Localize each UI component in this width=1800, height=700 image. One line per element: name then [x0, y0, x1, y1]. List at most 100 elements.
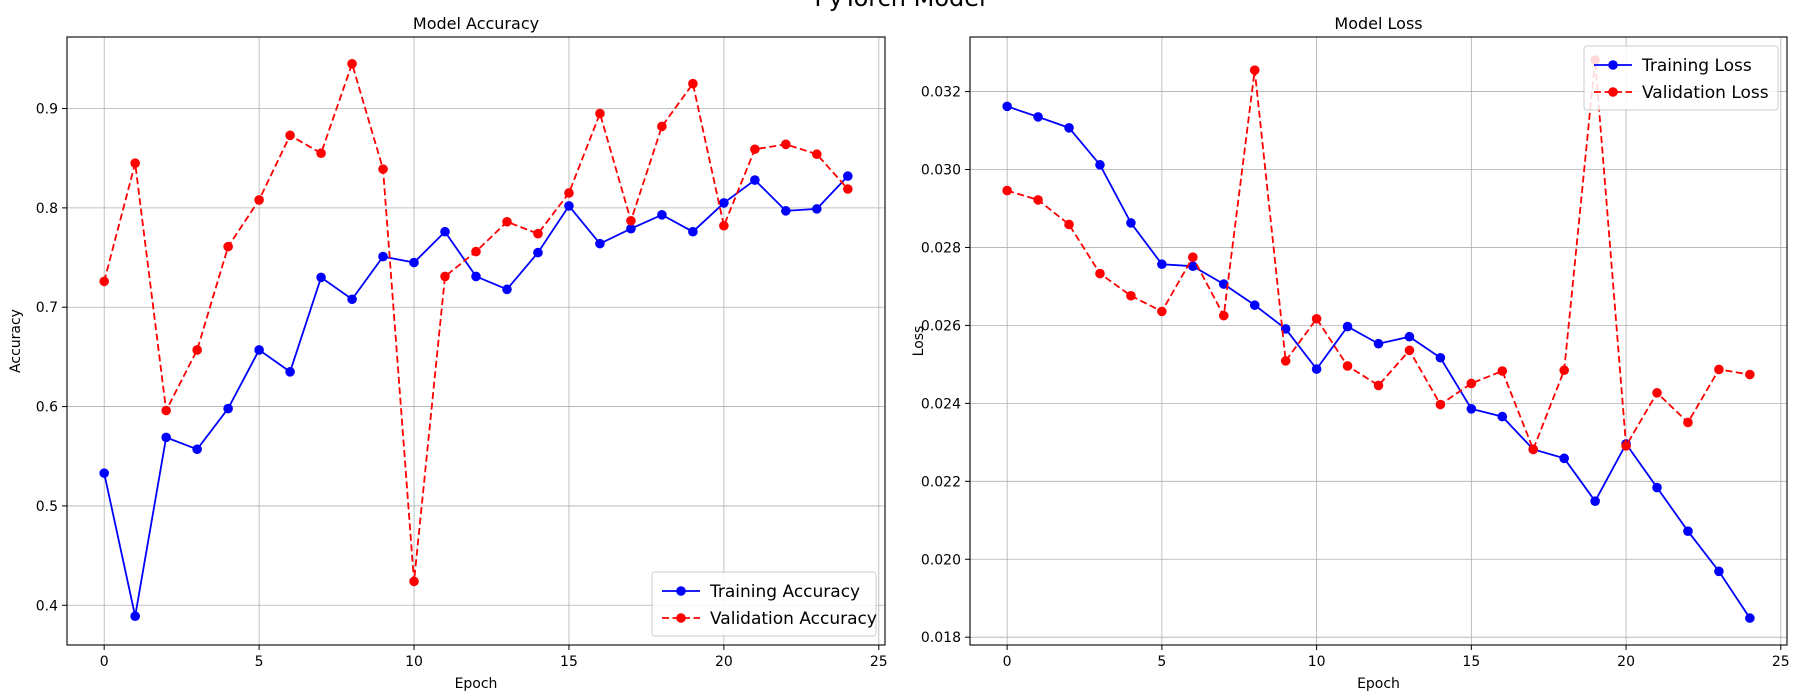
accuracy-legend-box — [651, 571, 877, 637]
loss-x-tick-label: 5 — [1157, 654, 1166, 670]
loss-legend: Training Loss Validation Loss — [1583, 45, 1779, 111]
loss-validation-data-point — [1064, 219, 1074, 230]
loss-x-tick-label: 0 — [1003, 654, 1012, 670]
loss-legend-box — [1583, 45, 1779, 111]
loss-training-legend-label: Training Loss — [1641, 56, 1752, 76]
accuracy-validation-data-point — [440, 271, 450, 282]
accuracy-validation-data-point — [130, 158, 140, 168]
accuracy-training-data-point — [347, 294, 357, 305]
loss-training-data-point — [1652, 482, 1662, 493]
loss-validation-data-point — [1559, 365, 1569, 376]
accuracy-validation-data-point — [161, 405, 171, 416]
loss-validation-legend-marker — [1608, 87, 1618, 97]
accuracy-training-data-point — [843, 171, 853, 181]
loss-y-tick-label: 0.018 — [921, 630, 961, 646]
accuracy-validation-data-point — [595, 108, 605, 119]
accuracy-x-tick-label: 20 — [715, 654, 733, 670]
loss-training-data-point — [1435, 352, 1446, 363]
accuracy-validation-data-point — [719, 220, 729, 231]
loss-validation-data-point — [1342, 361, 1353, 371]
loss-x-axis-label: Epoch — [1357, 676, 1400, 692]
accuracy-validation-data-point — [378, 164, 388, 174]
loss-y-tick-label: 0.032 — [921, 85, 961, 101]
accuracy-y-tick-label: 0.8 — [36, 201, 58, 217]
accuracy-training-data-point — [440, 226, 450, 237]
accuracy-training-data-point — [316, 272, 326, 283]
loss-validation-data-point — [1683, 417, 1693, 428]
accuracy-validation-data-point — [285, 130, 295, 141]
accuracy-chart-panel: 0 5 10 15 20 25 0.4 0.5 0.6 0.7 0.8 0.9 Model Accura… — [8, 14, 888, 692]
loss-training-data-point — [1002, 101, 1012, 112]
loss-training-data-point — [1466, 404, 1477, 414]
accuracy-y-tick-label: 0.9 — [36, 102, 58, 118]
loss-training-data-point — [1033, 112, 1043, 122]
loss-validation-data-point — [1404, 345, 1415, 356]
loss-validation-data-point — [1095, 268, 1105, 279]
loss-training-data-point — [1404, 331, 1415, 342]
accuracy-validation-data-point — [812, 149, 822, 160]
loss-training-data-point — [1218, 279, 1229, 289]
loss-training-legend-marker — [1608, 60, 1618, 70]
loss-validation-data-point — [1218, 310, 1229, 321]
loss-validation-data-point — [1621, 441, 1631, 451]
loss-training-data-point — [1064, 123, 1074, 133]
loss-training-data-point — [1559, 453, 1569, 464]
loss-x-tick-label: 10 — [1308, 654, 1326, 670]
loss-x-tick-label: 25 — [1772, 654, 1790, 670]
accuracy-x-tick-label: 5 — [255, 654, 264, 670]
accuracy-validation-data-point — [688, 78, 698, 89]
accuracy-training-data-point — [812, 204, 822, 214]
accuracy-legend: Training Accuracy Validation Accuracy — [651, 571, 877, 637]
loss-validation-legend-label: Validation Loss — [1642, 83, 1769, 103]
accuracy-validation-data-point — [843, 184, 853, 194]
accuracy-validation-data-point — [316, 148, 326, 159]
accuracy-training-data-point — [719, 198, 729, 208]
accuracy-validation-data-point — [781, 139, 791, 150]
accuracy-training-legend-marker — [676, 586, 686, 596]
loss-validation-data-point — [1745, 369, 1755, 380]
loss-axes-frame — [969, 36, 1788, 646]
accuracy-validation-legend-marker — [676, 613, 686, 623]
loss-validation-data-point — [1652, 388, 1662, 398]
loss-x-tick-label: 20 — [1617, 654, 1635, 670]
loss-validation-data-point — [1188, 252, 1198, 263]
loss-training-data-point — [1745, 613, 1755, 623]
loss-training-data-point — [1095, 160, 1105, 170]
loss-y-tick-label: 0.020 — [921, 552, 961, 568]
accuracy-training-data-point — [626, 223, 636, 234]
loss-training-data-point — [1157, 259, 1167, 270]
accuracy-training-data-point — [564, 201, 574, 211]
accuracy-y-tick-label: 0.4 — [36, 598, 58, 614]
accuracy-training-data-point — [657, 210, 667, 220]
loss-training-data-point — [1342, 321, 1353, 332]
loss-chart-title: Model Loss — [1334, 14, 1422, 33]
accuracy-training-data-point — [688, 226, 698, 237]
accuracy-training-data-point — [99, 468, 109, 478]
loss-training-data-point — [1497, 411, 1508, 422]
accuracy-x-tick-label: 25 — [870, 654, 888, 670]
accuracy-training-data-point — [595, 238, 605, 249]
accuracy-validation-data-point — [471, 246, 481, 257]
accuracy-y-tick-label: 0.6 — [36, 400, 58, 416]
accuracy-training-data-point — [750, 175, 760, 185]
loss-validation-data-point — [1466, 378, 1477, 389]
accuracy-training-data-point — [161, 432, 171, 443]
accuracy-training-data-point — [533, 247, 543, 258]
accuracy-validation-data-point — [750, 144, 760, 155]
loss-training-data-point — [1126, 218, 1136, 228]
accuracy-validation-data-point — [657, 121, 667, 132]
accuracy-validation-data-point — [99, 276, 109, 287]
loss-y-tick-label: 0.030 — [921, 163, 961, 179]
loss-validation-data-point — [1528, 444, 1539, 455]
loss-training-data-point — [1311, 364, 1322, 374]
accuracy-x-tick-label: 10 — [405, 654, 423, 670]
loss-training-data-point — [1590, 496, 1600, 506]
loss-training-data-point — [1249, 300, 1260, 310]
accuracy-grid — [67, 37, 885, 645]
loss-validation-data-point — [1249, 65, 1260, 75]
accuracy-training-data-point — [192, 444, 202, 455]
accuracy-axes-frame — [66, 36, 886, 646]
loss-y-tick-label: 0.024 — [921, 396, 961, 412]
